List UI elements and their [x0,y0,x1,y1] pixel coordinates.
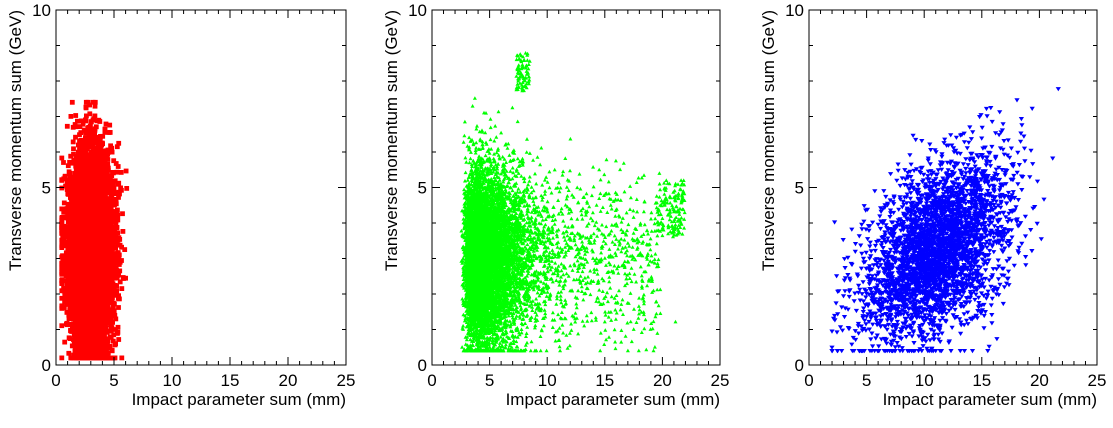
data-point [111,224,117,230]
data-point [63,250,69,256]
data-point [109,348,115,354]
data-point [102,130,108,135]
data-points [59,99,130,361]
data-point [78,142,84,148]
data-point [83,131,89,136]
data-point [79,118,84,124]
data-point [115,324,121,330]
data-point [81,127,87,133]
data-point [75,118,80,124]
data-point [59,220,65,226]
data-point [117,279,123,285]
data-point [116,305,121,310]
data-point [66,169,72,175]
data-point [68,153,74,159]
data-point [59,295,65,301]
data-point [120,229,126,234]
data-point [107,122,113,128]
data-point [87,138,93,144]
data-point [113,161,119,166]
data-point [64,187,70,192]
data-point [70,124,76,130]
data-point [60,234,66,240]
data-point [110,320,115,325]
data-point [112,251,118,256]
data-point [67,159,72,165]
data-point [117,296,122,302]
data-point [62,339,68,345]
data-point [113,316,119,322]
data-point [108,177,113,183]
data-point [113,201,119,207]
data-point [62,299,67,304]
data-point [103,344,109,350]
data-point [59,288,65,294]
data-point [113,327,118,332]
data-point [114,169,120,175]
data-point [66,244,71,250]
data-point [119,286,125,291]
data-point [92,130,97,136]
data-point [115,242,120,248]
data-point [108,143,113,149]
data-point [68,114,74,119]
data-point [122,247,128,252]
data-point [109,145,115,151]
data-point [87,124,93,129]
data-point [67,322,73,327]
data-point [105,147,111,153]
data-point [59,215,65,221]
data-point [61,285,66,291]
data-point [115,207,120,213]
data-point [118,185,123,191]
data-point [63,183,68,189]
data-point [59,265,65,270]
data-point [65,163,71,169]
data-point [59,155,65,161]
data-point [124,186,130,191]
data-point [77,124,83,129]
data-point [68,232,73,238]
data-point [64,180,70,186]
data-point [70,139,76,145]
data-point [61,209,67,215]
data-point [103,121,109,127]
data-point [64,123,70,129]
data-point [85,99,91,105]
data-point [64,310,70,315]
data-point [74,168,80,174]
data-point [87,111,93,117]
data-point [92,103,98,109]
data-point [109,149,115,155]
data-point [88,119,94,125]
data-point [117,259,123,265]
data-point [73,113,79,118]
data-point [120,211,125,217]
data-point [117,242,123,248]
